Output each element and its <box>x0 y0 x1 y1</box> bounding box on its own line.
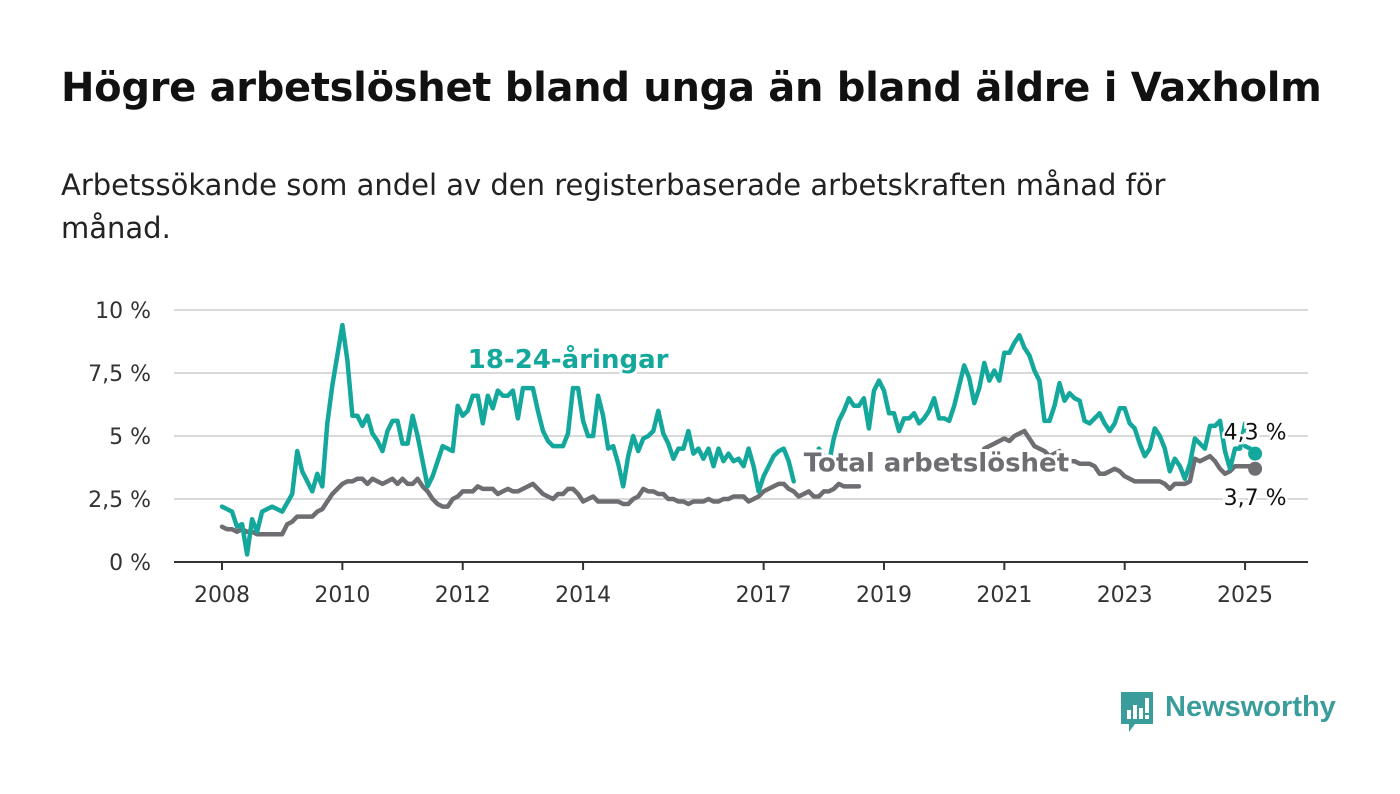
x-tick-label: 2010 <box>314 583 370 608</box>
y-tick-label: 0 % <box>109 551 151 576</box>
series-line-total <box>982 428 1258 492</box>
end-point-total <box>1248 461 1263 476</box>
series-lines <box>219 322 1263 557</box>
series-line-total <box>219 476 862 537</box>
series-line-youth <box>816 332 1248 482</box>
x-tick-label: 2008 <box>194 583 250 608</box>
series-label-total: Total arbetslöshet <box>804 448 1069 478</box>
y-tick-label: 2,5 % <box>88 488 151 513</box>
chart-subtitle: Arbetssökande som andel av den registerb… <box>61 168 1166 245</box>
x-axis: 2008 2010 2012 2014 2017 2019 2021 2023 2025 <box>174 561 1308 608</box>
gridlines <box>174 309 1308 500</box>
y-tick-label: 5 % <box>109 425 151 450</box>
series-labels: 4,3 % 3,7 % 18-24-åringar Total arbetslöshe… <box>465 340 1289 513</box>
x-tick-label: 2021 <box>976 583 1032 608</box>
end-point-youth <box>1248 446 1263 461</box>
end-value-label-youth: 4,3 % <box>1224 421 1287 446</box>
y-axis: 0 % 2,5 % 5 % 7,5 % 10 % <box>88 299 151 576</box>
x-tick-label: 2023 <box>1097 583 1153 608</box>
series-line-youth <box>219 322 796 557</box>
x-tick-label: 2017 <box>736 583 792 608</box>
y-tick-label: 10 % <box>95 299 151 324</box>
series-label-youth: 18-24-åringar <box>468 343 669 375</box>
x-tick-label: 2025 <box>1217 583 1273 608</box>
x-tick-label: 2019 <box>856 583 912 608</box>
newsworthy-logo: Newsworthy <box>1119 690 1336 732</box>
chart-title: Högre arbetslöshet bland unga än bland ä… <box>61 65 1322 111</box>
brand-name: Newsworthy <box>1165 690 1336 723</box>
x-tick-label: 2014 <box>555 583 611 608</box>
bar-chart-speech-bubble-icon <box>1119 690 1153 732</box>
y-tick-label: 7,5 % <box>88 362 151 387</box>
end-value-label-total: 3,7 % <box>1224 486 1287 511</box>
x-tick-label: 2012 <box>435 583 491 608</box>
